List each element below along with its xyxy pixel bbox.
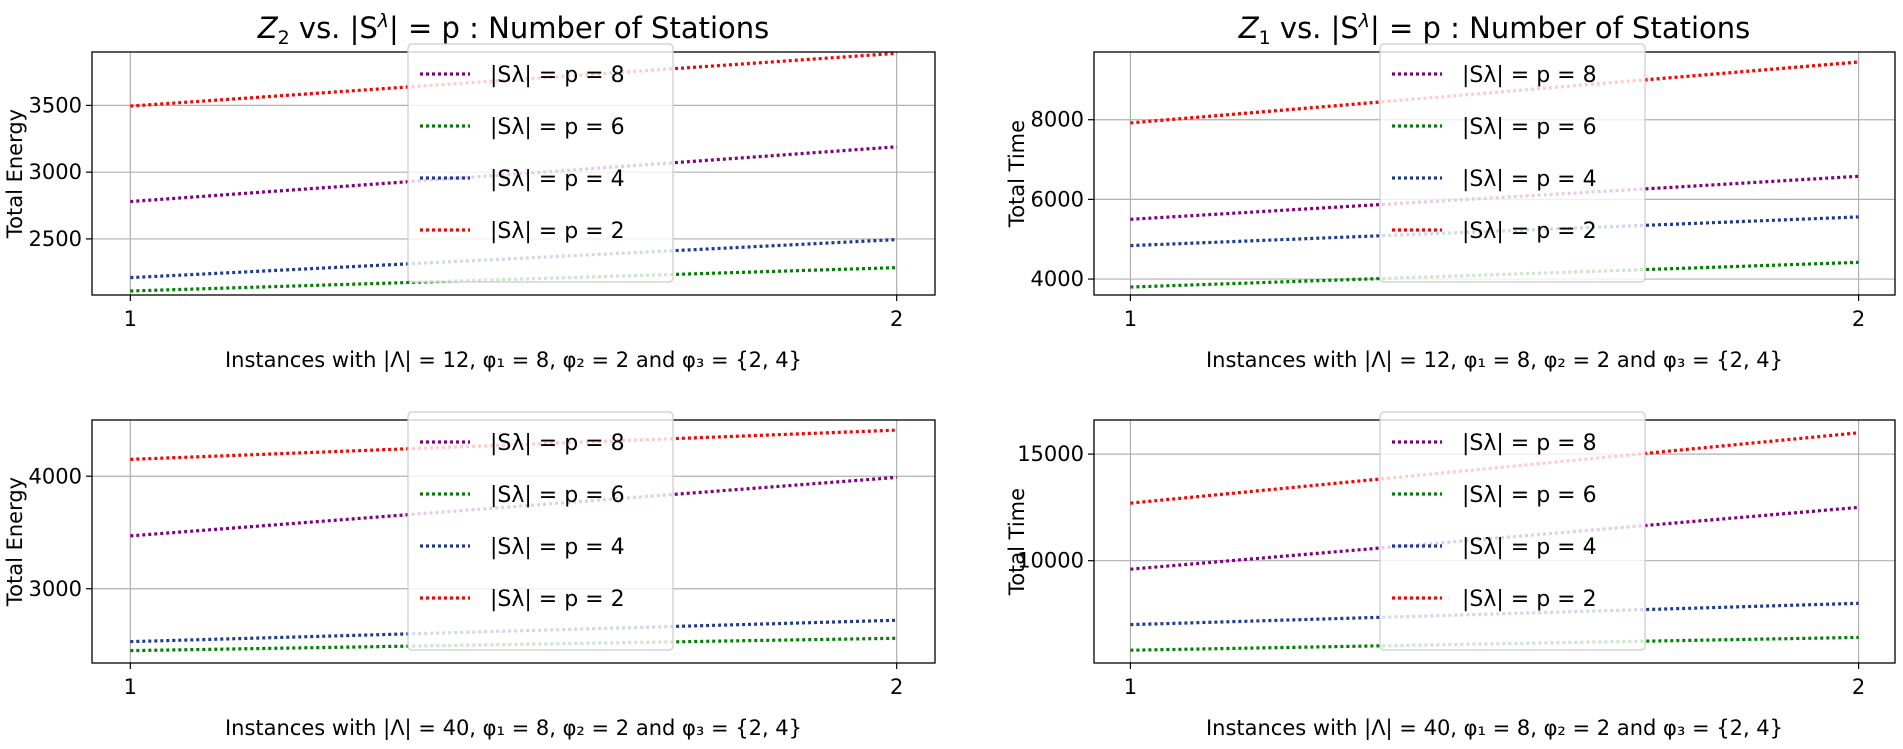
x-axis-label: Instances with |Λ| = 40, φ₁ = 8, φ₂ = 2 … [225, 716, 802, 741]
y-tick-label: 8000 [1031, 108, 1084, 132]
x-tick-label: 1 [1124, 675, 1137, 699]
series-line-1 [1130, 505, 1859, 571]
x-tick-label: 1 [124, 307, 137, 331]
legend-box [407, 43, 674, 283]
legend-label-4: |Sλ| = p = 2 [490, 219, 625, 244]
series-line-2 [1130, 260, 1859, 289]
legend: |Sλ| = p = 8 |Sλ| = p = 6 |Sλ| = p = 4 |Sλ|… [1379, 411, 1646, 651]
legend-label-1: |Sλ| = p = 8 [490, 63, 625, 88]
series-line-2 [1130, 635, 1859, 652]
chart-panel-4: 1 2 10000 15000 Instances with |Λ| = 40, φ₁ … [1005, 411, 1896, 741]
y-tick-label: 3000 [29, 160, 82, 184]
chart-panel-3: 1 2 3000 4000 Instances with |Λ| = 40, φ₁ = … [3, 411, 936, 741]
x-tick-label: 1 [124, 675, 137, 699]
x-tick-label: 2 [1852, 675, 1865, 699]
series-line-2 [130, 636, 897, 653]
legend-label-1: |Sλ| = p = 8 [1462, 63, 1597, 88]
legend-label-4: |Sλ| = p = 2 [490, 587, 625, 612]
chart-title: Z1 vs. |Sλ| = p : Number of Stations [1238, 10, 1751, 49]
legend-box [1379, 43, 1646, 283]
x-tick-label: 1 [1124, 307, 1137, 331]
legend: |Sλ| = p = 8 |Sλ| = p = 6 |Sλ| = p = 4 |Sλ|… [407, 43, 674, 283]
y-tick-label: 4000 [29, 464, 82, 488]
x-axis-label: Instances with |Λ| = 12, φ₁ = 8, φ₂ = 2 … [1206, 348, 1783, 373]
x-axis-label: Instances with |Λ| = 40, φ₁ = 8, φ₂ = 2 … [1206, 716, 1783, 741]
chart-title: Z2 vs. |Sλ| = p : Number of Stations [257, 10, 770, 49]
y-axis-label: Total Energy [3, 109, 27, 239]
legend-label-1: |Sλ| = p = 8 [490, 431, 625, 456]
legend-label-2: |Sλ| = p = 6 [1462, 115, 1597, 140]
series-line-4 [130, 428, 897, 461]
legend-label-3: |Sλ| = p = 4 [490, 167, 625, 192]
legend-label-2: |Sλ| = p = 6 [490, 115, 625, 140]
y-axis-label: Total Time [1005, 120, 1029, 228]
legend-label-2: |Sλ| = p = 6 [1462, 483, 1597, 508]
legend-box [407, 411, 674, 651]
series-line-3 [1130, 601, 1859, 627]
y-tick-label: 3500 [29, 93, 82, 117]
x-tick-label: 2 [890, 675, 903, 699]
series-line-1 [1130, 174, 1859, 221]
legend-label-4: |Sλ| = p = 2 [1462, 219, 1597, 244]
legend-label-2: |Sλ| = p = 6 [490, 483, 625, 508]
legend-label-4: |Sλ| = p = 2 [1462, 587, 1597, 612]
y-axis-label: Total Time [1005, 488, 1029, 596]
x-tick-label: 2 [1852, 307, 1865, 331]
legend-label-1: |Sλ| = p = 8 [1462, 431, 1597, 456]
series-line-4 [1130, 60, 1859, 125]
series-line-3 [130, 237, 897, 280]
series-line-4 [1130, 431, 1859, 505]
y-tick-label: 2500 [29, 227, 82, 251]
x-tick-label: 2 [890, 307, 903, 331]
legend: |Sλ| = p = 8 |Sλ| = p = 6 |Sλ| = p = 4 |Sλ|… [407, 411, 674, 651]
legend: |Sλ| = p = 8 |Sλ| = p = 6 |Sλ| = p = 4 |Sλ|… [1379, 43, 1646, 283]
series-line-3 [130, 618, 897, 644]
chart-panel-1: 1 2 2500 3000 3500 Instances with |Λ| = 12, φ… [3, 10, 936, 373]
x-axis-label: Instances with |Λ| = 12, φ₁ = 8, φ₂ = 2 … [225, 348, 802, 373]
y-tick-label: 6000 [1031, 187, 1084, 211]
legend-label-3: |Sλ| = p = 4 [490, 535, 625, 560]
y-tick-label: 15000 [1017, 442, 1084, 466]
series-line-2 [130, 266, 897, 293]
y-tick-label: 4000 [1031, 267, 1084, 291]
chart-panel-2: 1 2 4000 6000 8000 Instances with |Λ| = 12, φ… [1005, 10, 1896, 373]
legend-label-3: |Sλ| = p = 4 [1462, 535, 1597, 560]
series-line-3 [1130, 215, 1859, 248]
legend-box [1379, 411, 1646, 651]
y-axis-label: Total Energy [3, 477, 27, 607]
legend-label-3: |Sλ| = p = 4 [1462, 167, 1597, 192]
y-tick-label: 10000 [1017, 549, 1084, 573]
y-tick-label: 3000 [29, 577, 82, 601]
